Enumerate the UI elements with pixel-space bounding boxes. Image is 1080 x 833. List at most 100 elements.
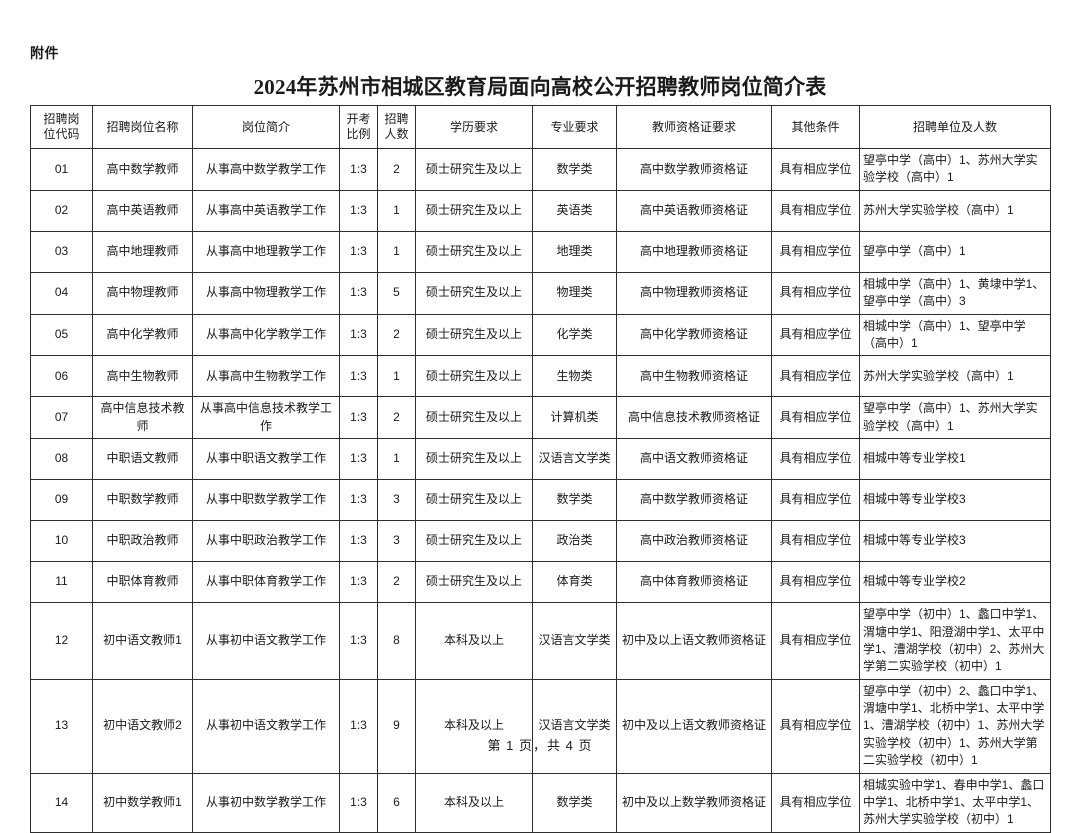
cell-count: 2 (377, 148, 416, 191)
page-footer: 第 1 页，共 4 页 (487, 738, 593, 753)
cell-certificate: 初中及以上语文教师资格证 (616, 678, 772, 774)
cell-count: 3 (377, 479, 416, 522)
cell-other: 具有相应学位 (771, 479, 860, 522)
cell-count: 9 (377, 678, 416, 774)
cell-name: 高中数学教师 (92, 148, 193, 191)
column-header-count: 招聘 人数 (377, 105, 416, 149)
cell-other: 具有相应学位 (771, 520, 860, 563)
cell-ratio: 1:3 (339, 561, 378, 604)
table-row: 05 高中化学教师 从事高中化学教学工作 1:3 2 硕士研究生及以上 化学类 高中化学教师资… (30, 313, 1051, 357)
cell-count: 2 (377, 561, 416, 604)
cell-brief: 从事中职语文教学工作 (192, 438, 340, 481)
table-row: 14 初中数学教师1 从事初中数学教学工作 1:3 6 本科及以上 数学类 初中及以上数学教师… (30, 772, 1051, 833)
cell-name: 高中英语教师 (92, 189, 193, 232)
cell-education: 硕士研究生及以上 (415, 396, 533, 440)
cell-units: 苏州大学实验学校（高中）1 (859, 355, 1051, 398)
job-positions-table: 招聘岗 位代码 招聘岗位名称 岗位简介 开考 比例 招聘 人数 学历要求 专业要… (30, 105, 1051, 833)
cell-certificate: 高中化学教师资格证 (616, 313, 772, 357)
cell-code: 13 (30, 678, 93, 774)
cell-code: 08 (30, 438, 93, 481)
cell-education: 硕士研究生及以上 (415, 561, 533, 604)
column-header-count-line1: 招聘 (384, 112, 409, 126)
cell-major: 数学类 (532, 479, 617, 522)
cell-certificate: 初中及以上语文教师资格证 (616, 602, 772, 680)
column-header-brief: 岗位简介 (192, 105, 340, 149)
cell-brief: 从事中职数学教学工作 (192, 479, 340, 522)
table-body: 01 高中数学教师 从事高中数学教学工作 1:3 2 硕士研究生及以上 数学类 高中数学教师资… (30, 148, 1051, 833)
cell-education: 本科及以上 (415, 678, 533, 774)
cell-brief: 从事高中生物教学工作 (192, 355, 340, 398)
cell-name: 高中生物教师 (92, 355, 193, 398)
cell-name: 初中数学教师1 (92, 772, 193, 833)
cell-certificate: 高中数学教师资格证 (616, 148, 772, 191)
column-header-code-line1: 招聘岗 (43, 112, 80, 126)
cell-certificate: 高中英语教师资格证 (616, 189, 772, 232)
column-header-other: 其他条件 (771, 105, 860, 149)
cell-units: 望亭中学（高中）1 (859, 230, 1051, 273)
cell-count: 8 (377, 602, 416, 680)
cell-ratio: 1:3 (339, 396, 378, 440)
table-row: 04 高中物理教师 从事高中物理教学工作 1:3 5 硕士研究生及以上 物理类 高中物理教师资… (30, 271, 1051, 315)
table-row: 03 高中地理教师 从事高中地理教学工作 1:3 1 硕士研究生及以上 地理类 高中地理教师资… (30, 230, 1051, 273)
cell-certificate: 高中政治教师资格证 (616, 520, 772, 563)
cell-units: 相城中等专业学校3 (859, 520, 1051, 563)
cell-brief: 从事初中语文教学工作 (192, 602, 340, 680)
column-header-units: 招聘单位及人数 (859, 105, 1051, 149)
cell-ratio: 1:3 (339, 520, 378, 563)
cell-certificate: 高中信息技术教师资格证 (616, 396, 772, 440)
cell-name: 高中物理教师 (92, 271, 193, 315)
cell-education: 硕士研究生及以上 (415, 355, 533, 398)
column-header-code-line2: 位代码 (43, 127, 80, 141)
cell-other: 具有相应学位 (771, 678, 860, 774)
cell-ratio: 1:3 (339, 271, 378, 315)
cell-other: 具有相应学位 (771, 438, 860, 481)
cell-count: 6 (377, 772, 416, 833)
column-header-code: 招聘岗 位代码 (30, 105, 93, 149)
cell-ratio: 1:3 (339, 772, 378, 833)
cell-units: 望亭中学（初中）2、蠡口中学1、渭塘中学1、北桥中学1、太平中学1、漕湖学校（初… (859, 678, 1051, 774)
cell-brief: 从事中职体育教学工作 (192, 561, 340, 604)
column-header-ratio-line2: 比例 (346, 127, 371, 141)
cell-major: 政治类 (532, 520, 617, 563)
cell-education: 硕士研究生及以上 (415, 148, 533, 191)
table-row: 10 中职政治教师 从事中职政治教学工作 1:3 3 硕士研究生及以上 政治类 高中政治教师资… (30, 520, 1051, 563)
column-header-ratio: 开考 比例 (339, 105, 378, 149)
cell-major: 汉语言文学类 (532, 602, 617, 680)
cell-certificate: 高中生物教师资格证 (616, 355, 772, 398)
cell-brief: 从事初中语文教学工作 (192, 678, 340, 774)
cell-count: 2 (377, 313, 416, 357)
cell-ratio: 1:3 (339, 148, 378, 191)
cell-name: 初中语文教师1 (92, 602, 193, 680)
cell-units: 相城中等专业学校1 (859, 438, 1051, 481)
cell-count: 1 (377, 355, 416, 398)
cell-code: 07 (30, 396, 93, 440)
cell-units: 相城实验中学1、春申中学1、蠡口中学1、北桥中学1、太平中学1、苏州大学实验学校… (859, 772, 1051, 833)
column-header-count-line2: 人数 (384, 127, 409, 141)
column-header-name: 招聘岗位名称 (92, 105, 193, 149)
cell-units: 望亭中学（高中）1、苏州大学实验学校（高中）1 (859, 148, 1051, 191)
cell-other: 具有相应学位 (771, 313, 860, 357)
cell-major: 汉语言文学类 (532, 678, 617, 774)
cell-brief: 从事高中地理教学工作 (192, 230, 340, 273)
table-row: 11 中职体育教师 从事中职体育教学工作 1:3 2 硕士研究生及以上 体育类 高中体育教师资… (30, 561, 1051, 604)
cell-name: 高中信息技术教师 (92, 396, 193, 440)
cell-code: 14 (30, 772, 93, 833)
cell-major: 英语类 (532, 189, 617, 232)
column-header-major: 专业要求 (532, 105, 617, 149)
cell-code: 03 (30, 230, 93, 273)
cell-other: 具有相应学位 (771, 355, 860, 398)
attachment-label: 附件 (30, 45, 59, 61)
cell-name: 高中化学教师 (92, 313, 193, 357)
cell-brief: 从事高中物理教学工作 (192, 271, 340, 315)
cell-certificate: 初中及以上数学教师资格证 (616, 772, 772, 833)
cell-units: 苏州大学实验学校（高中）1 (859, 189, 1051, 232)
cell-name: 中职政治教师 (92, 520, 193, 563)
cell-count: 5 (377, 271, 416, 315)
header-row: 招聘岗 位代码 招聘岗位名称 岗位简介 开考 比例 招聘 人数 学历要求 专业要… (30, 105, 1051, 149)
cell-code: 02 (30, 189, 93, 232)
cell-brief: 从事高中化学教学工作 (192, 313, 340, 357)
cell-other: 具有相应学位 (771, 602, 860, 680)
cell-other: 具有相应学位 (771, 271, 860, 315)
cell-major: 数学类 (532, 148, 617, 191)
cell-brief: 从事高中信息技术教学工作 (192, 396, 340, 440)
